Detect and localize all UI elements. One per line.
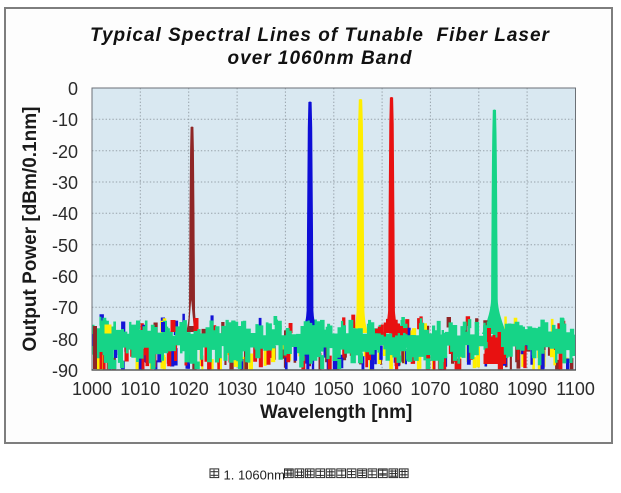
svg-text:1. 1060nm: 1. 1060nm [224, 467, 285, 482]
